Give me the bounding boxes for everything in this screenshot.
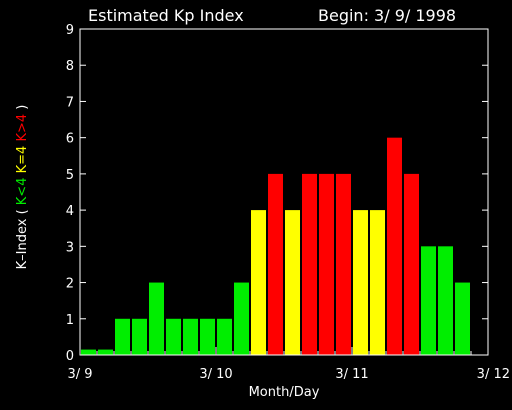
y-tick-label: 3 — [66, 240, 74, 255]
bar-series — [81, 137, 470, 355]
y-axis-label-part: ) — [15, 105, 30, 114]
kp-bar — [336, 173, 351, 355]
kp-bar — [353, 210, 368, 355]
y-tick-label: 1 — [66, 313, 74, 328]
y-axis-label-part: K=4 — [15, 146, 30, 174]
y-axis-ticks: 0 1 2 3 4 5 6 7 8 9 — [66, 23, 488, 364]
kp-bar — [319, 173, 334, 355]
kp-bar — [115, 318, 130, 355]
y-tick-label: 6 — [66, 132, 74, 147]
kp-bar — [404, 173, 419, 355]
x-tick-label: 3/ 12 — [477, 367, 510, 382]
y-tick-label: 5 — [66, 168, 74, 183]
kp-bar — [455, 282, 470, 355]
kp-bar — [132, 318, 147, 355]
y-tick-label: 9 — [66, 23, 74, 38]
y-axis-label-part: K<4 — [15, 178, 30, 206]
y-tick-label: 0 — [66, 349, 74, 364]
x-tick-label: 3/ 9 — [67, 367, 92, 382]
kp-bar — [217, 318, 232, 355]
x-tick-label: 3/ 10 — [199, 367, 232, 382]
chart-begin-date: Begin: 3/ 9/ 1998 — [318, 6, 456, 25]
kp-bar — [234, 282, 249, 355]
y-axis-label-part: K–Index — [15, 218, 30, 269]
kp-bar — [98, 349, 113, 355]
kp-bar — [370, 210, 385, 355]
y-tick-label: 2 — [66, 277, 74, 292]
kp-bar — [251, 210, 266, 355]
y-tick-label: 4 — [66, 204, 74, 219]
x-tick-label: 3/ 11 — [335, 367, 368, 382]
x-axis-label: Month/Day — [249, 385, 320, 400]
kp-bar — [183, 318, 198, 355]
y-tick-label: 7 — [66, 95, 74, 110]
kp-bar — [387, 137, 402, 355]
kp-bar — [200, 318, 215, 355]
kp-bar — [285, 210, 300, 355]
kp-bar — [268, 173, 283, 355]
kp-bar — [438, 246, 453, 355]
kp-bar — [81, 349, 96, 355]
y-tick-label: 8 — [66, 59, 74, 74]
y-axis-label-part: ( — [15, 205, 30, 218]
y-axis-label-part: K>4 — [15, 114, 30, 142]
kp-bar — [421, 246, 436, 355]
kp-bar — [166, 318, 181, 355]
kp-bar — [149, 282, 164, 355]
x-axis-ticks: 3/ 9 3/ 10 3/ 11 3/ 12 — [67, 347, 510, 382]
chart-title: Estimated Kp Index — [88, 6, 244, 25]
y-axis-label: K–Index ( K<4 K=4 K>4 ) — [15, 105, 30, 270]
kp-bar — [302, 173, 317, 355]
